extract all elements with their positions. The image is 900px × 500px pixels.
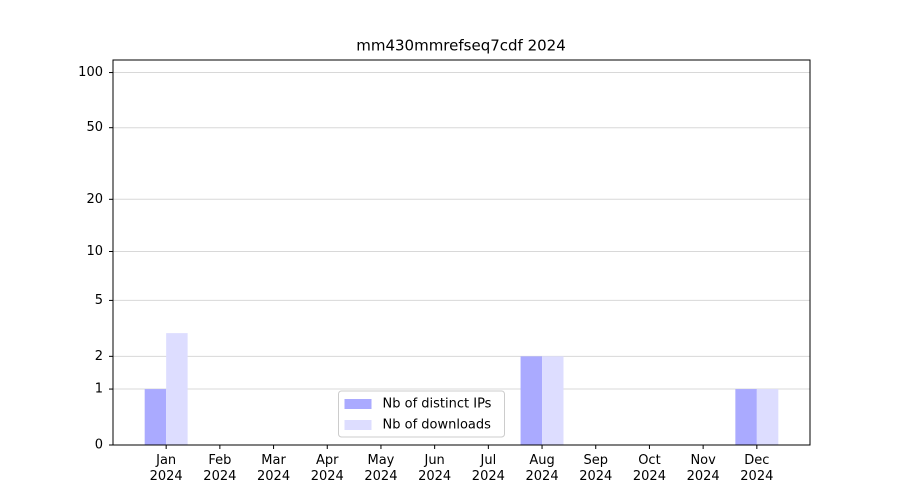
bar: [144, 389, 167, 445]
x-tick-label: Mar 2024: [257, 453, 291, 484]
legend-label: Nb of distinct IPs: [383, 397, 492, 412]
bar: [166, 333, 188, 445]
x-tick-label: May 2024: [364, 453, 398, 484]
y-tick-label: 10: [86, 244, 103, 259]
x-tick-label: Dec 2024: [740, 453, 774, 484]
bar: [520, 356, 543, 445]
x-tick-label: Oct 2024: [632, 453, 666, 484]
x-tick-label: Jan 2024: [149, 453, 183, 484]
legend-swatch: [344, 399, 372, 409]
y-tick-label: 20: [86, 192, 103, 207]
y-tick-label: 100: [78, 65, 103, 80]
bar: [756, 389, 779, 445]
x-tick-label: Feb 2024: [203, 453, 237, 484]
y-tick-label: 0: [95, 438, 103, 453]
x-tick-label: Apr 2024: [310, 453, 344, 484]
y-tick-label: 2: [95, 349, 103, 364]
legend-swatch: [344, 420, 372, 430]
legend-box: [338, 390, 505, 438]
x-tick-label: Jun 2024: [418, 453, 452, 484]
x-tick-label: Nov 2024: [686, 453, 720, 484]
y-tick-label: 1: [95, 382, 103, 397]
x-tick-label: Sep 2024: [579, 453, 613, 484]
legend-label: Nb of downloads: [383, 418, 492, 433]
y-tick-label: 5: [95, 293, 103, 308]
bar: [542, 356, 564, 445]
bar: [735, 389, 757, 445]
plot-frame: [112, 59, 811, 446]
chart-title: mm430mmrefseq7cdf 2024: [356, 37, 566, 55]
x-tick-label: Jul 2024: [471, 453, 505, 484]
y-tick-label: 50: [86, 120, 103, 135]
x-tick-label: Aug 2024: [525, 453, 559, 484]
